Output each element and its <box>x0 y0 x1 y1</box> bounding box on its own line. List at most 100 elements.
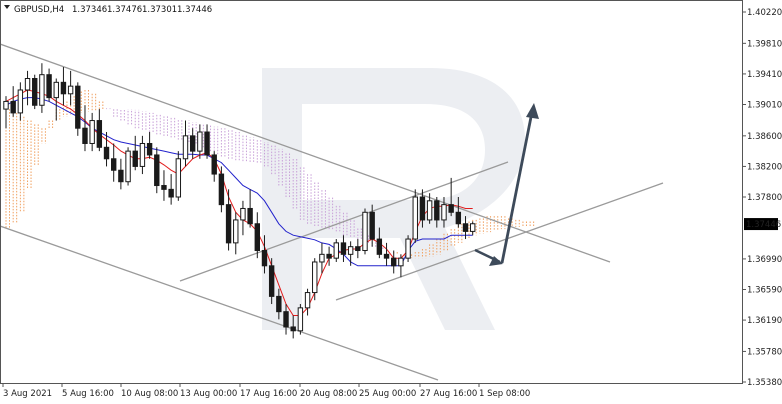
y-tick-label: 1.39010 <box>747 101 782 111</box>
candle-body <box>240 207 246 221</box>
candle-body <box>448 204 454 213</box>
triangle-down-icon[interactable] <box>4 5 10 9</box>
candle-body <box>290 326 296 332</box>
candle-body <box>247 207 253 225</box>
current-price-label: 1.37446 <box>746 220 781 230</box>
channel-line <box>0 225 439 381</box>
header-symbol: GBPUSD,H4 <box>14 5 64 15</box>
candle-body <box>312 261 318 294</box>
candle-body <box>462 223 469 232</box>
y-tick-label: 1.39410 <box>747 70 782 80</box>
candle-body <box>434 200 440 221</box>
candle-body <box>426 200 433 221</box>
chart-header: GBPUSD,H4 1.37346 1.37476 1.37301 1.3744… <box>4 5 212 15</box>
candle-body <box>225 204 232 244</box>
candle-body <box>254 223 261 252</box>
candle-body <box>419 196 426 221</box>
candle-body <box>111 158 117 171</box>
candle-body <box>132 150 138 167</box>
candle-body <box>32 78 38 106</box>
y-tick-label: 1.35780 <box>747 347 782 357</box>
y-tick-label: 1.39810 <box>747 39 782 49</box>
candle-body <box>455 211 462 225</box>
watermark-shape <box>262 68 525 330</box>
x-tick-label: 5 Aug 16:00 <box>62 389 114 399</box>
y-tick-label: 1.38200 <box>747 162 782 172</box>
y-tick-label: 1.35380 <box>747 378 782 388</box>
header-open: 1.37346 <box>72 5 107 15</box>
y-tick-label: 1.36590 <box>747 286 782 296</box>
candle-body <box>103 146 110 160</box>
header-high: 1.37476 <box>107 5 142 15</box>
candle-body <box>233 219 239 244</box>
candle-body <box>146 142 153 156</box>
candle-body <box>398 257 404 267</box>
candle-body <box>197 131 203 152</box>
channel-line <box>179 161 509 282</box>
candle-body <box>154 154 160 187</box>
candle-body <box>362 211 368 252</box>
candle-body <box>125 150 131 183</box>
forecast-arrowhead-down <box>489 256 503 266</box>
candle-body <box>24 78 31 91</box>
y-tick-label: 1.38600 <box>747 132 782 142</box>
candle-body <box>218 173 225 206</box>
candle-body <box>470 223 476 232</box>
x-tick-label: 20 Aug 08:00 <box>300 389 357 399</box>
candle-body <box>340 242 347 255</box>
forecast-arrowhead-up <box>526 103 539 119</box>
x-tick-label: 25 Aug 00:00 <box>359 389 416 399</box>
candle-body <box>261 250 268 267</box>
candle-body <box>391 257 397 267</box>
candle-body <box>276 295 282 313</box>
candle-body <box>405 238 411 259</box>
candle-body <box>118 169 124 183</box>
x-tick-label: 17 Aug 16:00 <box>240 389 297 399</box>
candle-body <box>139 142 146 167</box>
candle-body <box>304 292 311 309</box>
channel-line <box>335 182 664 301</box>
candle-body <box>96 120 103 148</box>
current-price-box <box>744 218 778 231</box>
candle-body <box>46 74 52 99</box>
candle-body <box>376 238 383 255</box>
x-tick-label: 3 Aug 2021 <box>3 389 52 399</box>
x-tick-label: 27 Aug 16:00 <box>420 389 477 399</box>
candle-body <box>441 204 447 221</box>
ichimoku-cloud <box>5 89 535 259</box>
candle-body <box>333 242 339 259</box>
candle-body <box>168 188 174 198</box>
watermark-logo <box>262 68 525 330</box>
y-tick-label: 1.40220 <box>747 8 782 18</box>
candle-body <box>10 100 16 114</box>
candle-body <box>319 253 325 263</box>
candle-body <box>39 74 45 106</box>
candle-body <box>383 253 390 259</box>
x-tick-label: 1 Sep 08:00 <box>479 389 530 399</box>
y-tick-label: 1.37800 <box>747 193 782 203</box>
candle-body <box>60 81 67 95</box>
y-tick-label: 1.36990 <box>747 255 782 265</box>
candle-body <box>3 100 9 110</box>
candle-body <box>204 131 210 156</box>
candle-body <box>347 246 354 255</box>
candle-body <box>369 211 375 240</box>
candle-body <box>75 85 81 129</box>
x-tick-label: 13 Aug 00:00 <box>180 389 237 399</box>
candle-body <box>17 89 24 114</box>
x-tick-label: 10 Aug 08:00 <box>121 389 178 399</box>
candle-body <box>297 307 304 332</box>
forecast-arrows <box>474 103 539 266</box>
candle-body <box>82 127 88 144</box>
candlesticks <box>3 63 476 339</box>
candle-body <box>67 85 74 95</box>
candle-body <box>189 135 196 152</box>
candle-body <box>161 185 167 190</box>
candle-body <box>326 253 332 259</box>
candle-body <box>89 120 95 144</box>
forecast-arrow-up <box>500 111 534 264</box>
candle-body <box>268 265 275 297</box>
candle-body <box>53 81 59 99</box>
